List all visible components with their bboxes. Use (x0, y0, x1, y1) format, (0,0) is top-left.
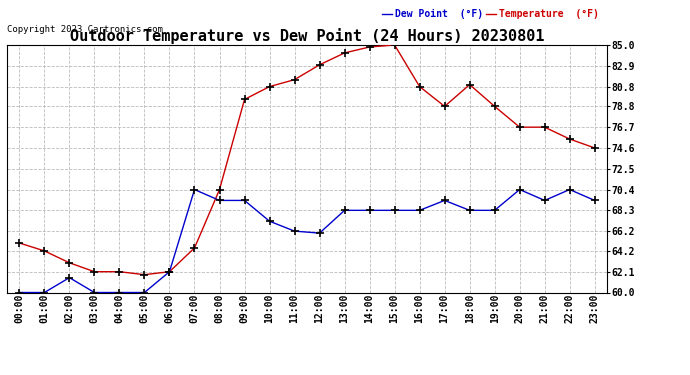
Text: Copyright 2023 Cartronics.com: Copyright 2023 Cartronics.com (7, 25, 163, 34)
Legend: Dew Point  (°F), Temperature  (°F): Dew Point (°F), Temperature (°F) (378, 5, 602, 23)
Title: Outdoor Temperature vs Dew Point (24 Hours) 20230801: Outdoor Temperature vs Dew Point (24 Hou… (70, 28, 544, 44)
